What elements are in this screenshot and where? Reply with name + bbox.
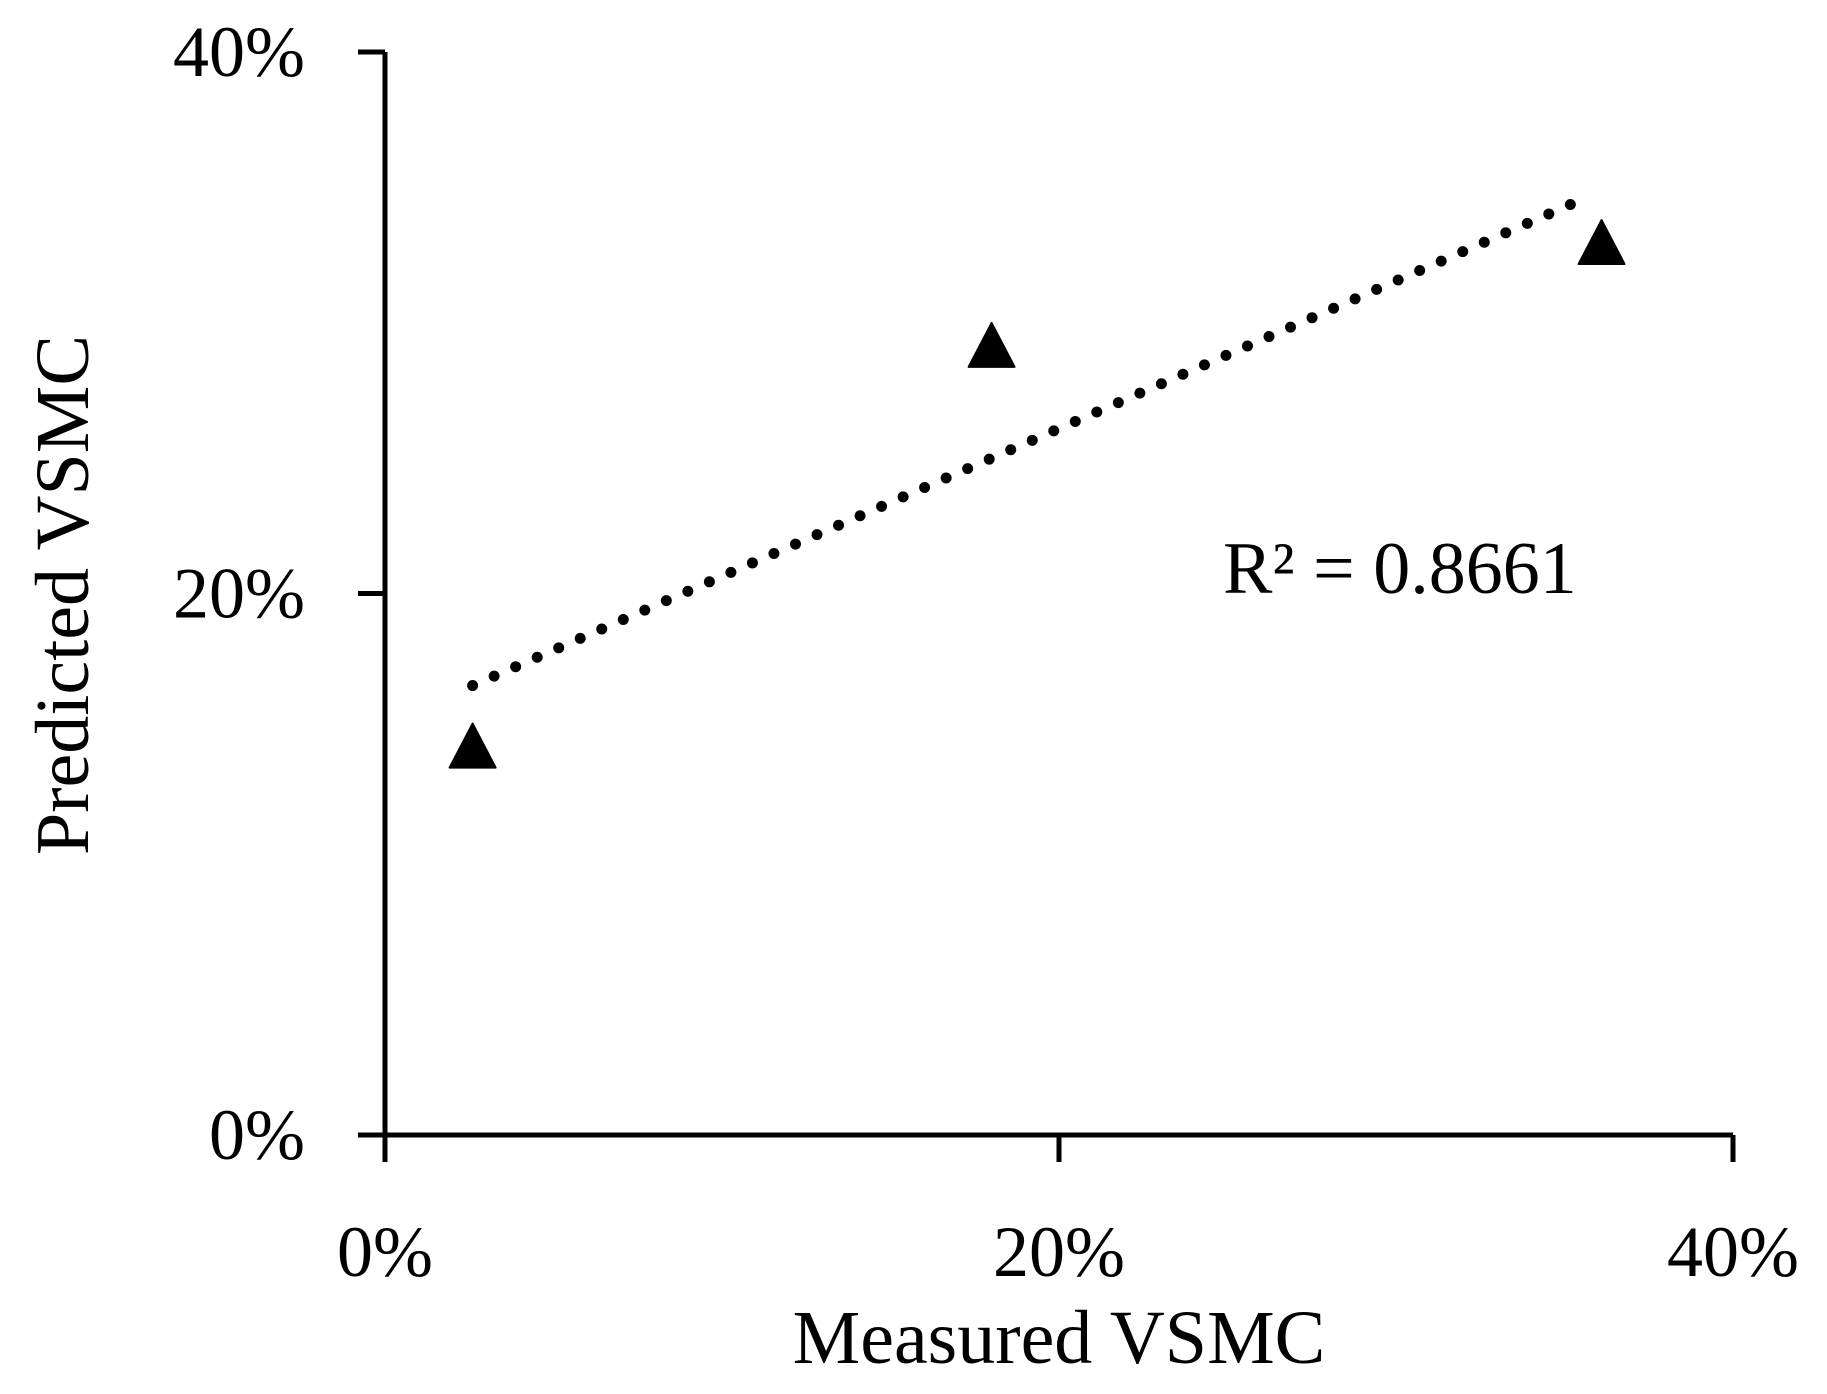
y-tick-label-0: 0% [209,1095,305,1175]
y-axis-title: Predicted VSMC [21,335,105,855]
y-tick-label-2: 40% [173,12,305,92]
tick-labels: 0% 20% 40% 0% 20% 40% [173,12,1799,1292]
data-point-0-0 [448,722,497,769]
x-tick-label-1: 20% [993,1212,1125,1292]
x-axis-title: Measured VSMC [793,1296,1326,1380]
x-tick-label-0: 0% [337,1212,433,1292]
r-squared-annotation: R² = 0.8661 [1223,528,1577,610]
plot-area: 0% 20% 40% 0% 20% 40% [173,12,1799,1292]
data-markers [448,219,1626,769]
data-point-0-2 [1577,219,1626,266]
data-point-0-1 [967,321,1016,368]
x-tick-label-2: 40% [1667,1212,1799,1292]
y-tick-label-1: 20% [173,554,305,634]
axis-ticks [358,49,1736,1162]
trendline [467,192,1591,692]
